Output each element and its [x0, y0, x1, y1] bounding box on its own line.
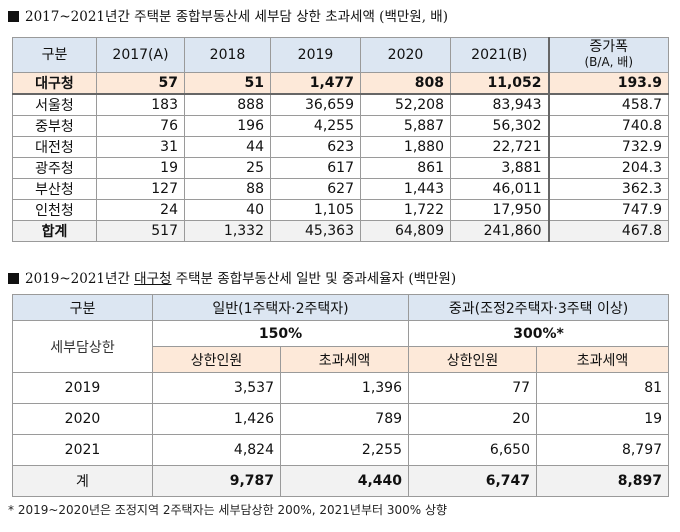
table-row: 부산청 127 88 627 1,443 46,011 362.3: [12, 178, 669, 200]
table-row: 대전청 31 44 623 1,880 22,721 732.9: [12, 136, 669, 158]
sub-header-people: 상한인원: [408, 346, 538, 373]
table-total-row: 합계 517 1,332 45,363 64,809 241,860 467.8: [12, 220, 669, 242]
square-bullet-icon: [8, 11, 19, 22]
table-row: 대구청 57 51 1,477 808 11,052 193.9: [12, 72, 669, 95]
row-header-tax-cap: 세부담상한: [12, 320, 153, 373]
group-header-row: 구분 일반(1주택자·2주택자) 중과(조정2주택자·3주택 이상): [12, 294, 670, 321]
rate-row: 세부담상한 150% 300%*: [12, 320, 670, 373]
table-row: 2021 4,824 2,255 6,650 8,797: [12, 434, 670, 466]
col-header-category: 구분: [12, 37, 97, 73]
group-header-general: 일반(1주택자·2주택자): [151, 294, 410, 321]
square-bullet-icon: [8, 273, 19, 284]
table-row: 광주청 19 25 617 861 3,881 204.3: [12, 157, 669, 179]
sub-header-tax: 초과세액: [279, 346, 410, 373]
table-row: 서울청 183 888 36,659 52,208 83,943 458.7: [12, 93, 669, 116]
table2-title: 2019~2021년간 대구청 주택분 종합부동산세 일반 및 중과세율자 (백…: [8, 268, 456, 290]
col-header-category: 구분: [12, 294, 153, 321]
sub-header-people: 상한인원: [152, 346, 281, 373]
col-header-2019: 2019: [270, 37, 361, 73]
col-header-2017: 2017(A): [96, 37, 185, 73]
rate-general: 150%: [151, 320, 410, 347]
table-header-row: 구분 2017(A) 2018 2019 2020 2021(B) 증가폭 (B/…: [12, 37, 669, 73]
col-header-2021: 2021(B): [450, 37, 550, 73]
table-row: 2020 1,426 789 20 19: [12, 403, 670, 435]
table1-title: 2017~2021년간 주택분 종합부동산세 세부담 상한 초과세액 (백만원,…: [8, 6, 448, 28]
table-row: 중부청 76 196 4,255 5,887 56,302 740.8: [12, 115, 669, 137]
excess-tax-table: 구분 2017(A) 2018 2019 2020 2021(B) 증가폭 (B/…: [12, 37, 669, 242]
footnote: * 2019~2020년은 조정지역 2주택자는 세부담상한 200%, 202…: [8, 503, 448, 517]
col-header-2018: 2018: [184, 37, 271, 73]
col-header-increase: 증가폭 (B/A, 배): [548, 37, 669, 73]
col-header-2020: 2020: [360, 37, 451, 73]
sub-header-row: 상한인원 초과세액 상한인원 초과세액: [13, 346, 670, 373]
table-total-row: 계 9,787 4,440 6,747 8,897: [12, 465, 670, 497]
table-row: 인천청 24 40 1,105 1,722 17,950 747.9: [12, 199, 669, 221]
sub-header-tax: 초과세액: [536, 346, 670, 373]
group-header-heavy: 중과(조정2주택자·3주택 이상): [408, 294, 670, 321]
rate-heavy: 300%*: [408, 320, 670, 347]
table-row: 2019 3,537 1,396 77 81: [12, 372, 670, 404]
daegu-tax-table: 구분 일반(1주택자·2주택자) 중과(조정2주택자·3주택 이상) 세부담상한…: [12, 294, 670, 497]
